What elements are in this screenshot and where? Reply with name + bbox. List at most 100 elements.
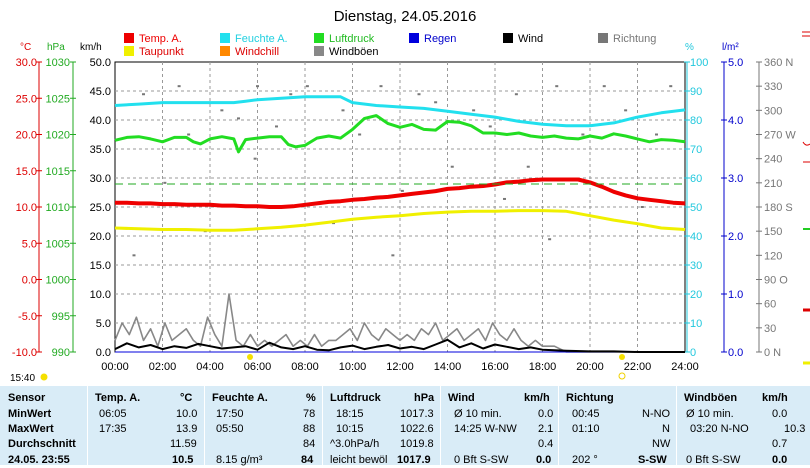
right-edge-glyph-1 (802, 31, 810, 37)
x-tick-label: 18:00 (529, 361, 557, 373)
direction-point (237, 117, 240, 120)
direction-tick-label: 300 (764, 105, 782, 117)
temp-tick-label: 0.0 (22, 275, 37, 287)
richtung-min-val: N-NO (642, 408, 671, 420)
direction-point (503, 197, 506, 200)
direction-point (669, 85, 673, 88)
unit-pressure: hPa (47, 42, 65, 53)
windboeen-current-val: 0.0 (772, 454, 788, 466)
x-tick-label: 24:00 (671, 361, 699, 373)
temp-min-time: 06:05 (99, 408, 127, 420)
legend-luftdruck: Luftdruck (329, 33, 375, 45)
richtung-max-val: N (662, 423, 670, 435)
direction-tick-label: 150 (764, 226, 782, 238)
direction-tick-label: 0 N (764, 347, 781, 359)
temp-tick-label: 30.0 (16, 57, 37, 69)
rain-tick-label: 5.0 (728, 57, 743, 69)
x-tick-label: 04:00 (196, 361, 224, 373)
chart-marks (114, 85, 686, 353)
direction-point (624, 109, 628, 112)
rain-tick-label: 2.0 (728, 231, 743, 243)
x-tick-label: 06:00 (244, 361, 272, 373)
luftdruck-min-time: 18:15 (336, 408, 364, 420)
wind-max-time: 14:25 W-NW (454, 423, 517, 435)
axes: 00:00 02:00 04:00 06:00 08:00 10:00 12:00 14:00… (12, 57, 796, 373)
wind-tick-label: 20.0 (90, 231, 111, 243)
humidity-tick-label: 100 (690, 57, 708, 69)
pressure-tick-label: 990 (52, 347, 70, 359)
temp-avg-val: 11.59 (170, 438, 197, 450)
wind-header: Wind (448, 392, 475, 404)
direction-tick-label: 360 N (764, 57, 793, 69)
chart-title: Dienstag, 24.05.2016 (334, 8, 477, 25)
temp-tick-label: -5.0 (18, 311, 37, 323)
temp-header: Temp. A. (95, 392, 141, 404)
legend: Temp. A. Feuchte A. Luftdruck Regen Wind… (124, 33, 656, 58)
luftdruck-min-val: 1017.3 (400, 408, 434, 420)
direction-point (488, 125, 492, 128)
series-line-feuchte-a (114, 95, 686, 128)
x-tick-label: 02:00 (149, 361, 177, 373)
direction-point (526, 165, 530, 168)
direction-point (640, 206, 644, 208)
rain-tick-label: 1.0 (728, 289, 743, 301)
pressure-tick-label: 1015 (46, 166, 70, 178)
wind-tick-label: 15.0 (90, 260, 111, 272)
temp-tick-label: 5.0 (22, 238, 37, 250)
wind-tick-label: 30.0 (90, 173, 111, 185)
direction-point (655, 133, 658, 136)
direction-point (555, 85, 559, 88)
luftdruck-avg-val: 1019.8 (400, 438, 434, 450)
windboeen-max-val: 10.3 (784, 423, 806, 435)
windboeen-unit: km/h (762, 392, 788, 404)
temp-max-time: 17:35 (99, 423, 127, 435)
wind-tick-label: 25.0 (90, 202, 111, 214)
direction-point (177, 85, 181, 88)
wind-current-bft: 0 Bft S-SW (454, 454, 509, 466)
series-line-wind (114, 338, 685, 353)
rain-tick-label: 4.0 (728, 115, 743, 127)
windboeen-min-val: 0.0 (772, 408, 788, 420)
pressure-tick-label: 1020 (46, 130, 70, 142)
windboeen-current-bft: 0 Bft S-SW (686, 454, 741, 466)
windboeen-avg-val: 0.7 (772, 438, 788, 450)
humidity-tick-label: 80 (690, 115, 702, 127)
temp-min-val: 10.0 (176, 408, 198, 420)
feuchte-max-val: 88 (303, 423, 316, 435)
unit-rain: l/m² (722, 42, 739, 53)
legend-richtung: Richtung (613, 33, 656, 45)
feuchte-max-time: 05:50 (216, 423, 244, 435)
direction-tick-label: 180 S (764, 202, 793, 214)
richtung-min-time: 00:45 (572, 408, 600, 420)
direction-tick-label: 90 O (764, 275, 788, 287)
series-line-luftdruck (114, 114, 686, 154)
luftdruck-max-val: 1022.6 (400, 423, 434, 435)
windboeen-header: Windböen (684, 392, 738, 404)
windboeen-max-time: 03:20 N-NO (690, 423, 749, 435)
wind-tick-label: 50.0 (90, 57, 111, 69)
direction-tick-label: 330 (764, 81, 782, 93)
temp-tick-label: 25.0 (16, 93, 37, 105)
legend-windchill: Windchill (235, 46, 279, 58)
unit-wind: km/h (80, 42, 102, 53)
direction-point (256, 85, 259, 88)
wind-tick-label: 35.0 (90, 144, 111, 156)
temp-tick-label: -10.0 (12, 347, 37, 359)
rain-tick-label: 0.0 (728, 347, 743, 359)
x-tick-label: 22:00 (624, 361, 652, 373)
direction-tick-label: 60 (764, 299, 776, 311)
direction-point (142, 93, 145, 96)
x-tick-label: 00:00 (101, 361, 129, 373)
temp-current-val: 10.5 (172, 454, 194, 466)
direction-point (289, 93, 293, 96)
richtung-current-deg: 202 ° (572, 454, 598, 466)
pressure-tick-label: 995 (52, 311, 70, 323)
humidity-tick-label: 70 (690, 144, 702, 156)
pressure-tick-label: 1005 (46, 238, 70, 250)
moon-marker (618, 372, 626, 380)
windboeen-min-label: Ø 10 min. (686, 408, 734, 420)
pressure-tick-label: 1025 (46, 93, 70, 105)
feuchte-min-time: 17:50 (216, 408, 244, 420)
feuchte-min-val: 78 (303, 408, 316, 420)
direction-point (450, 165, 454, 168)
